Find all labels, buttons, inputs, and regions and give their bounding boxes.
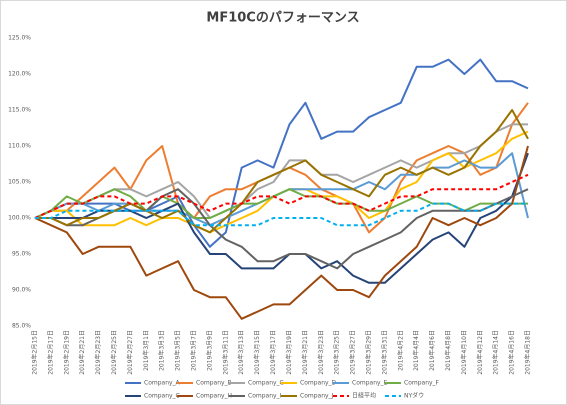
y-tick-label: 85.0%	[12, 323, 31, 330]
legend-label: Company_J	[300, 393, 334, 400]
y-tick-label: 125.0%	[8, 35, 31, 42]
legend-label: 日経平均	[352, 392, 376, 400]
legend-label: Company_B	[196, 380, 232, 387]
legend-label: Company_A	[144, 380, 181, 387]
legend-label: Company_G	[144, 393, 181, 400]
x-tick-label: 2019年2月17日	[46, 330, 54, 375]
x-tick-label: 2019年4月14日	[492, 330, 500, 375]
legend-label: Company_E	[352, 380, 388, 387]
x-tick-label: 2019年3月1日	[142, 330, 150, 371]
series-line	[34, 58, 529, 248]
x-tick-label: 2019年4月12日	[476, 330, 484, 375]
legend-label: Company_F	[404, 380, 440, 387]
y-tick-label: 95.0%	[12, 251, 31, 258]
x-tick-label: 2019年3月27日	[349, 330, 357, 375]
x-tick-label: 2019年3月19日	[285, 330, 293, 375]
x-tick-label: 2019年2月19日	[62, 330, 70, 375]
series-line	[35, 152, 529, 284]
series-line	[34, 173, 529, 219]
x-tick-label: 2019年2月23日	[94, 330, 102, 375]
x-tick-label: 2019年3月5日	[174, 330, 182, 371]
series-line	[34, 188, 528, 219]
x-tick-label: 2019年3月25日	[333, 330, 341, 375]
x-tick-label: 2019年2月27日	[126, 330, 134, 375]
x-tick-label: 2019年3月15日	[253, 330, 261, 375]
x-tick-label: 2019年2月21日	[78, 330, 86, 375]
y-tick-label: 105.0%	[8, 179, 31, 186]
x-tick-label: 2019年3月7日	[190, 330, 198, 371]
series-line	[35, 109, 529, 234]
legend-label: Company_I	[248, 393, 282, 400]
legend-label: NYダウ	[404, 392, 424, 400]
chart-title: MF10Cのパフォーマンス	[206, 11, 359, 26]
x-tick-label: 2019年4月6日	[428, 330, 436, 371]
x-tick-label: 2019年3月21日	[301, 330, 309, 375]
x-tick-label: 2019年3月31日	[380, 330, 388, 375]
y-tick-label: 120.0%	[8, 71, 31, 78]
series-line	[34, 145, 529, 320]
x-tick-label: 2019年3月17日	[269, 330, 277, 375]
x-tick-label: 2019年2月25日	[110, 330, 118, 375]
x-tick-label: 2019年4月10日	[460, 330, 468, 375]
x-tick-label: 2019年3月11日	[221, 330, 229, 375]
series-line	[35, 202, 528, 227]
y-tick-label: 90.0%	[12, 287, 31, 294]
x-tick-label: 2019年3月9日	[205, 330, 213, 371]
y-tick-label: 115.0%	[8, 107, 31, 114]
x-tick-label: 2019年3月3日	[158, 330, 166, 371]
y-tick-label: 110.0%	[8, 143, 31, 150]
x-tick-label: 2019年4月8日	[444, 330, 452, 371]
x-tick-label: 2019年4月18日	[524, 330, 532, 375]
legend-label: Company_H	[196, 393, 232, 400]
y-tick-label: 100.0%	[8, 215, 31, 222]
x-tick-label: 2019年2月15日	[31, 330, 39, 375]
x-tick-label: 2019年3月13日	[237, 330, 245, 375]
x-tick-label: 2019年4月2日	[396, 330, 404, 371]
x-tick-label: 2019年4月16日	[508, 330, 516, 375]
x-tick-label: 2019年3月29日	[364, 330, 372, 375]
x-tick-label: 2019年4月4日	[412, 330, 420, 371]
legend-label: Company_C	[248, 380, 284, 387]
x-tick-label: 2019年3月23日	[317, 330, 325, 375]
legend-label: Company_D	[300, 380, 337, 387]
